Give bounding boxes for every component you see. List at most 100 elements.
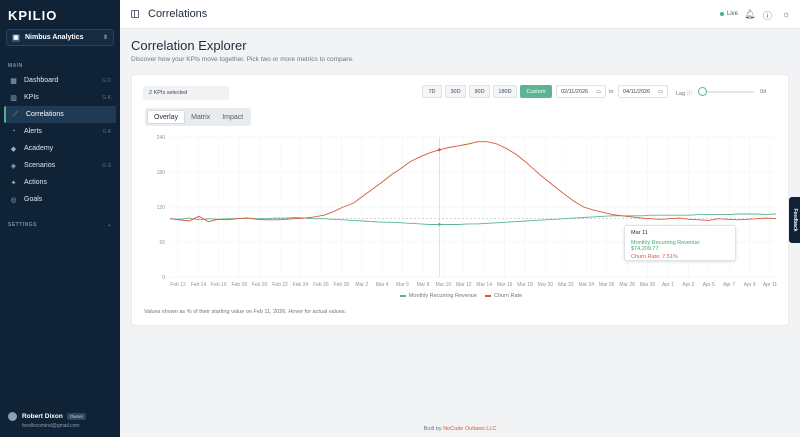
x-tick-label: Mar 14 <box>476 282 492 288</box>
x-tick-label: Feb 26 <box>313 282 329 288</box>
y-tick-label: 60 <box>159 240 165 246</box>
target-icon: ◎ <box>10 196 17 204</box>
y-tick-label: 180 <box>157 170 166 176</box>
sidebar-item-label: Actions <box>24 179 47 186</box>
topbar: Correlations Live 🔔︎ ⓘ ☼ <box>120 0 800 29</box>
chart-tooltip: Mar 11 Monthly Recurring Revenue: $74,20… <box>624 225 736 261</box>
footer: Built by NoCode Outlaws LLC <box>120 426 800 432</box>
sidebar-item-label: KPIs <box>24 94 39 101</box>
lag-slider-track[interactable] <box>700 91 754 93</box>
legend-swatch <box>399 295 406 297</box>
sidebar-item-label: Scenarios <box>24 162 56 169</box>
kpi-select[interactable]: 2 KPIs selected <box>143 86 229 100</box>
toggle-sidebar-icon[interactable] <box>131 10 139 18</box>
legend-label: Churn Rate <box>494 293 523 299</box>
user-name: Robert Dixon <box>22 413 63 420</box>
calendar-icon: ▭ <box>596 88 601 95</box>
x-tick-label: Apr 5 <box>703 282 715 288</box>
sidebar-item-kpis[interactable]: ▥ KPIs G K <box>4 89 116 106</box>
tab-impact[interactable]: Impact <box>222 113 244 121</box>
x-tick-label: Apr 3 <box>682 282 694 288</box>
range-button-7d[interactable]: 7D <box>422 85 442 98</box>
date-from-input[interactable]: 02/11/2026 ▭ <box>556 85 606 98</box>
graduation-cap-icon: ◆ <box>10 145 17 153</box>
live-status: Live <box>720 11 738 17</box>
legend-item[interactable]: Monthly Recurring Revenue <box>399 293 478 299</box>
avatar <box>8 412 17 421</box>
tab-overlay[interactable]: Overlay <box>147 110 186 124</box>
settings-section-toggle[interactable]: SETTINGS ⌄ <box>8 222 112 228</box>
correlation-chart[interactable]: 0 60 120 180 240 Feb 12 Feb 14 Feb 16 Feb 18 Feb … <box>132 131 790 291</box>
range-button-30d[interactable]: 30D <box>445 85 466 98</box>
help-icon[interactable]: ⓘ <box>763 11 773 21</box>
org-name: Nimbus Analytics <box>25 34 84 41</box>
page-heading: Correlations <box>148 8 208 20</box>
tooltip-date: Mar 11 <box>631 230 648 236</box>
sidebar-item-dashboard[interactable]: ▦ Dashboard G D <box>4 72 116 89</box>
lag-label: Lag ⓘ <box>676 91 693 97</box>
hover-point-churn <box>437 148 441 152</box>
lag-slider-thumb[interactable] <box>698 87 707 96</box>
range-button-180d[interactable]: 180D <box>493 85 517 98</box>
sidebar-item-label: Correlations <box>26 111 64 118</box>
x-tick-label: Mar 16 <box>497 282 513 288</box>
user-profile[interactable]: Robert Dixon Owner feedlocomind@gmail.co… <box>8 412 116 429</box>
date-to-input[interactable]: 04/11/2026 ▭ <box>618 85 668 98</box>
sidebar: KPILIO ▣ Nimbus Analytics ⇕ MAIN ▦ Dashbo… <box>0 0 120 437</box>
x-tick-label: Feb 24 <box>293 282 309 288</box>
x-tick-label: Mar 30 <box>640 282 656 288</box>
x-tick-label: Mar 22 <box>558 282 574 288</box>
live-label: Live <box>727 11 739 17</box>
org-switcher[interactable]: ▣ Nimbus Analytics ⇕ <box>6 29 114 46</box>
x-tick-label: Apr 11 <box>763 282 778 288</box>
hover-point-mrr <box>437 223 441 226</box>
user-email: feedlocomind@gmail.com <box>22 423 80 429</box>
live-dot-icon <box>720 12 724 16</box>
sidebar-item-goals[interactable]: ◎ Goals <box>4 191 116 208</box>
main-section-label: MAIN <box>8 63 23 69</box>
chevron-down-icon: ⌄ <box>107 222 112 228</box>
feedback-button[interactable]: Feedback <box>789 197 800 243</box>
tooltip-mrr: Monthly Recurring Revenue: $74,209.77 <box>631 240 701 252</box>
x-tick-label: Feb 28 <box>334 282 350 288</box>
sidebar-item-label: Academy <box>24 145 54 152</box>
to-label: to <box>609 89 614 95</box>
footer-prefix: Built by <box>423 426 444 432</box>
legend-label: Monthly Recurring Revenue <box>408 293 478 299</box>
bolt-icon: ✦ <box>10 179 17 187</box>
x-tick-label: Mar 20 <box>538 282 554 288</box>
x-tick-label: Mar 18 <box>517 282 533 288</box>
range-button-custom[interactable]: Custom <box>520 85 552 98</box>
x-tick-label: Apr 1 <box>662 282 674 288</box>
app-logo[interactable]: KPILIO <box>8 8 58 23</box>
bell-icon[interactable]: 🔔︎ <box>744 9 756 19</box>
theme-toggle-icon[interactable]: ☼ <box>782 9 791 19</box>
y-tick-label: 120 <box>157 205 166 211</box>
x-tick-label: Mar 26 <box>599 282 615 288</box>
sidebar-item-label: Goals <box>24 196 43 203</box>
series-line-mrr <box>169 213 777 225</box>
shortcut-hint: G D <box>102 77 111 84</box>
x-tick-label: Mar 10 <box>436 282 452 288</box>
bar-chart-icon: ▥ <box>10 94 17 102</box>
sidebar-item-correlations[interactable]: ⟋ Correlations <box>4 106 116 123</box>
line-chart-icon: ⟋ <box>13 110 18 118</box>
x-tick-label: Feb 12 <box>170 282 186 288</box>
x-tick-label: Feb 22 <box>272 282 288 288</box>
lag-value: 0d <box>760 89 767 95</box>
range-button-90d[interactable]: 90D <box>469 85 490 98</box>
x-tick-label: Mar 24 <box>578 282 594 288</box>
footer-link[interactable]: NoCode Outlaws LLC <box>443 426 497 432</box>
bell-icon: ◔ <box>11 128 16 135</box>
legend-item[interactable]: Churn Rate <box>485 293 522 299</box>
sidebar-item-actions[interactable]: ✦ Actions <box>4 174 116 191</box>
sidebar-item-scenarios[interactable]: ◈ Scenarios G S <box>4 157 116 174</box>
grid-icon: ▦ <box>10 77 17 85</box>
shortcut-hint: G K <box>102 94 111 101</box>
view-tabs: Overlay Matrix Impact <box>145 108 252 126</box>
chart-footnote: Values shown as % of their starting valu… <box>144 309 347 315</box>
tab-matrix[interactable]: Matrix <box>191 113 211 121</box>
sidebar-item-alerts[interactable]: ◔ Alerts G A <box>4 123 116 140</box>
x-tick-label: Mar 28 <box>619 282 635 288</box>
sidebar-item-academy[interactable]: ◆ Academy <box>4 140 116 157</box>
